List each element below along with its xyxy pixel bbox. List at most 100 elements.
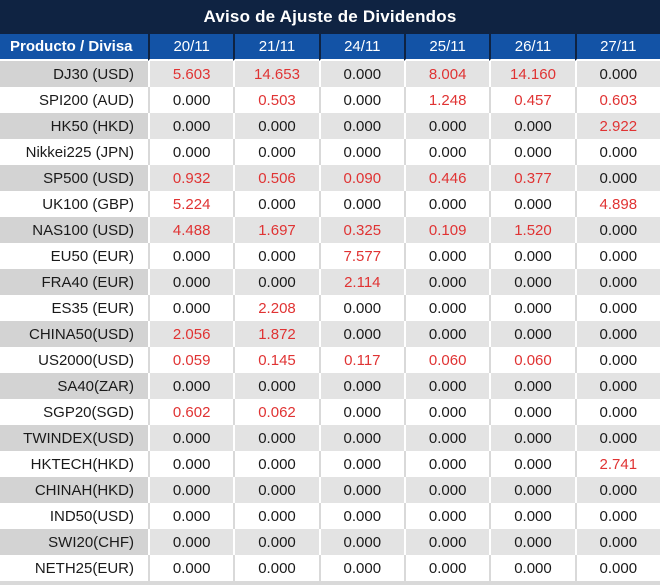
dividend-value: 0.000	[403, 503, 490, 529]
dividend-value: 0.000	[489, 451, 575, 477]
dividend-value: 2.114	[318, 269, 404, 295]
dividend-value: 0.000	[574, 503, 660, 529]
dividend-value: 0.000	[574, 243, 660, 269]
dividend-value: 2.922	[574, 113, 660, 139]
dividend-value: 0.000	[574, 529, 660, 555]
table-row: NAS100 (USD) 4.488 1.697 0.325 0.109 1.520 0.0…	[0, 217, 660, 243]
dividend-value: 0.000	[403, 555, 490, 581]
dividend-value: 0.000	[233, 451, 319, 477]
table-row: IND50(USD) 0.000 0.000 0.000 0.000 0.000 0.000	[0, 503, 660, 529]
product-label: SP500 (USD)	[0, 165, 148, 191]
dividend-value: 0.000	[318, 399, 404, 425]
dividend-value: 1.697	[233, 217, 319, 243]
dividend-value: 0.000	[489, 321, 575, 347]
dividend-value: 0.603	[574, 87, 660, 113]
dividend-value: 0.325	[318, 217, 404, 243]
dividend-value: 0.000	[233, 139, 319, 165]
dividend-value: 7.577	[318, 243, 404, 269]
dividend-value: 0.000	[233, 243, 319, 269]
date-column-header: 26/11	[489, 34, 575, 61]
dividend-value: 0.932	[148, 165, 234, 191]
dividend-value: 0.145	[233, 347, 319, 373]
dividend-value: 0.000	[148, 451, 234, 477]
dividend-value: 0.000	[574, 61, 660, 87]
dividend-value: 0.457	[489, 87, 575, 113]
dividend-value: 0.000	[318, 425, 404, 451]
dividend-value: 0.062	[233, 399, 319, 425]
table-row: UK100 (GBP) 5.224 0.000 0.000 0.000 0.000 4.89…	[0, 191, 660, 217]
dividend-value: 0.000	[318, 139, 404, 165]
dividend-value: 0.000	[148, 529, 234, 555]
dividend-value: 0.090	[318, 165, 404, 191]
date-column-header: 27/11	[574, 34, 660, 61]
dividend-value: 4.898	[574, 191, 660, 217]
dividends-table: Producto / Divisa 20/11 21/11 24/11 25/11 26/…	[0, 34, 660, 581]
dividend-value: 0.000	[574, 321, 660, 347]
dividend-value: 0.000	[403, 191, 490, 217]
dividend-value: 0.000	[148, 87, 234, 113]
dividend-value: 0.000	[318, 555, 404, 581]
dividend-value: 1.872	[233, 321, 319, 347]
dividend-value: 0.000	[318, 191, 404, 217]
dividend-value: 0.000	[403, 399, 490, 425]
dividend-value: 0.000	[489, 269, 575, 295]
dividend-value: 0.000	[489, 529, 575, 555]
dividend-value: 0.000	[233, 269, 319, 295]
product-label: US2000(USD)	[0, 347, 148, 373]
table-row: DJ30 (USD) 5.603 14.653 0.000 8.004 14.160 0.0…	[0, 61, 660, 87]
product-label: SPI200 (AUD)	[0, 87, 148, 113]
dividend-value: 0.000	[233, 529, 319, 555]
product-label: SGP20(SGD)	[0, 399, 148, 425]
table-row: US2000(USD) 0.059 0.145 0.117 0.060 0.060 0.00…	[0, 347, 660, 373]
dividend-value: 0.506	[233, 165, 319, 191]
dividend-value: 0.000	[574, 425, 660, 451]
dividend-value: 0.000	[403, 321, 490, 347]
dividend-value: 4.488	[148, 217, 234, 243]
dividend-value: 0.000	[574, 165, 660, 191]
dividend-value: 0.000	[318, 503, 404, 529]
dividend-value: 0.000	[574, 347, 660, 373]
dividend-value: 0.000	[574, 477, 660, 503]
product-label: NETH25(EUR)	[0, 555, 148, 581]
product-label: ES35 (EUR)	[0, 295, 148, 321]
table-body: DJ30 (USD) 5.603 14.653 0.000 8.004 14.160 0.0…	[0, 61, 660, 581]
table-row: EU50 (EUR) 0.000 0.000 7.577 0.000 0.000 0.000	[0, 243, 660, 269]
table-row: SWI20(CHF) 0.000 0.000 0.000 0.000 0.000 0.000	[0, 529, 660, 555]
product-label: CHINA50(USD)	[0, 321, 148, 347]
dividend-value: 0.000	[489, 243, 575, 269]
dividend-value: 1.520	[489, 217, 575, 243]
dividend-value: 0.000	[148, 139, 234, 165]
product-label: SWI20(CHF)	[0, 529, 148, 555]
dividend-value: 0.000	[318, 477, 404, 503]
dividend-value: 0.000	[233, 373, 319, 399]
product-label: UK100 (GBP)	[0, 191, 148, 217]
header-row: Producto / Divisa 20/11 21/11 24/11 25/11 26/…	[0, 34, 660, 61]
dividend-value: 0.000	[403, 243, 490, 269]
dividend-value: 0.000	[403, 373, 490, 399]
product-label: EU50 (EUR)	[0, 243, 148, 269]
dividend-value: 0.000	[318, 61, 404, 87]
dividend-value: 0.000	[318, 87, 404, 113]
date-column-header: 25/11	[403, 34, 490, 61]
product-label: FRA40 (EUR)	[0, 269, 148, 295]
dividend-value: 0.000	[489, 295, 575, 321]
dividend-value: 0.059	[148, 347, 234, 373]
dividend-value: 0.000	[318, 321, 404, 347]
dividend-value: 0.000	[489, 139, 575, 165]
table-row: ES35 (EUR) 0.000 2.208 0.000 0.000 0.000 0.000	[0, 295, 660, 321]
dividend-value: 0.000	[489, 113, 575, 139]
dividend-value: 0.000	[403, 477, 490, 503]
table-row: TWINDEX(USD) 0.000 0.000 0.000 0.000 0.000 0.0…	[0, 425, 660, 451]
product-label: CHINAH(HKD)	[0, 477, 148, 503]
dividend-value: 0.000	[148, 555, 234, 581]
dividend-value: 2.208	[233, 295, 319, 321]
dividend-value: 0.377	[489, 165, 575, 191]
dividend-value: 0.000	[403, 529, 490, 555]
dividend-value: 1.248	[403, 87, 490, 113]
dividend-value: 0.000	[318, 451, 404, 477]
dividend-value: 0.060	[489, 347, 575, 373]
dividend-value: 0.000	[233, 477, 319, 503]
dividend-value: 0.000	[574, 139, 660, 165]
dividend-value: 2.741	[574, 451, 660, 477]
bottom-border	[0, 581, 660, 585]
